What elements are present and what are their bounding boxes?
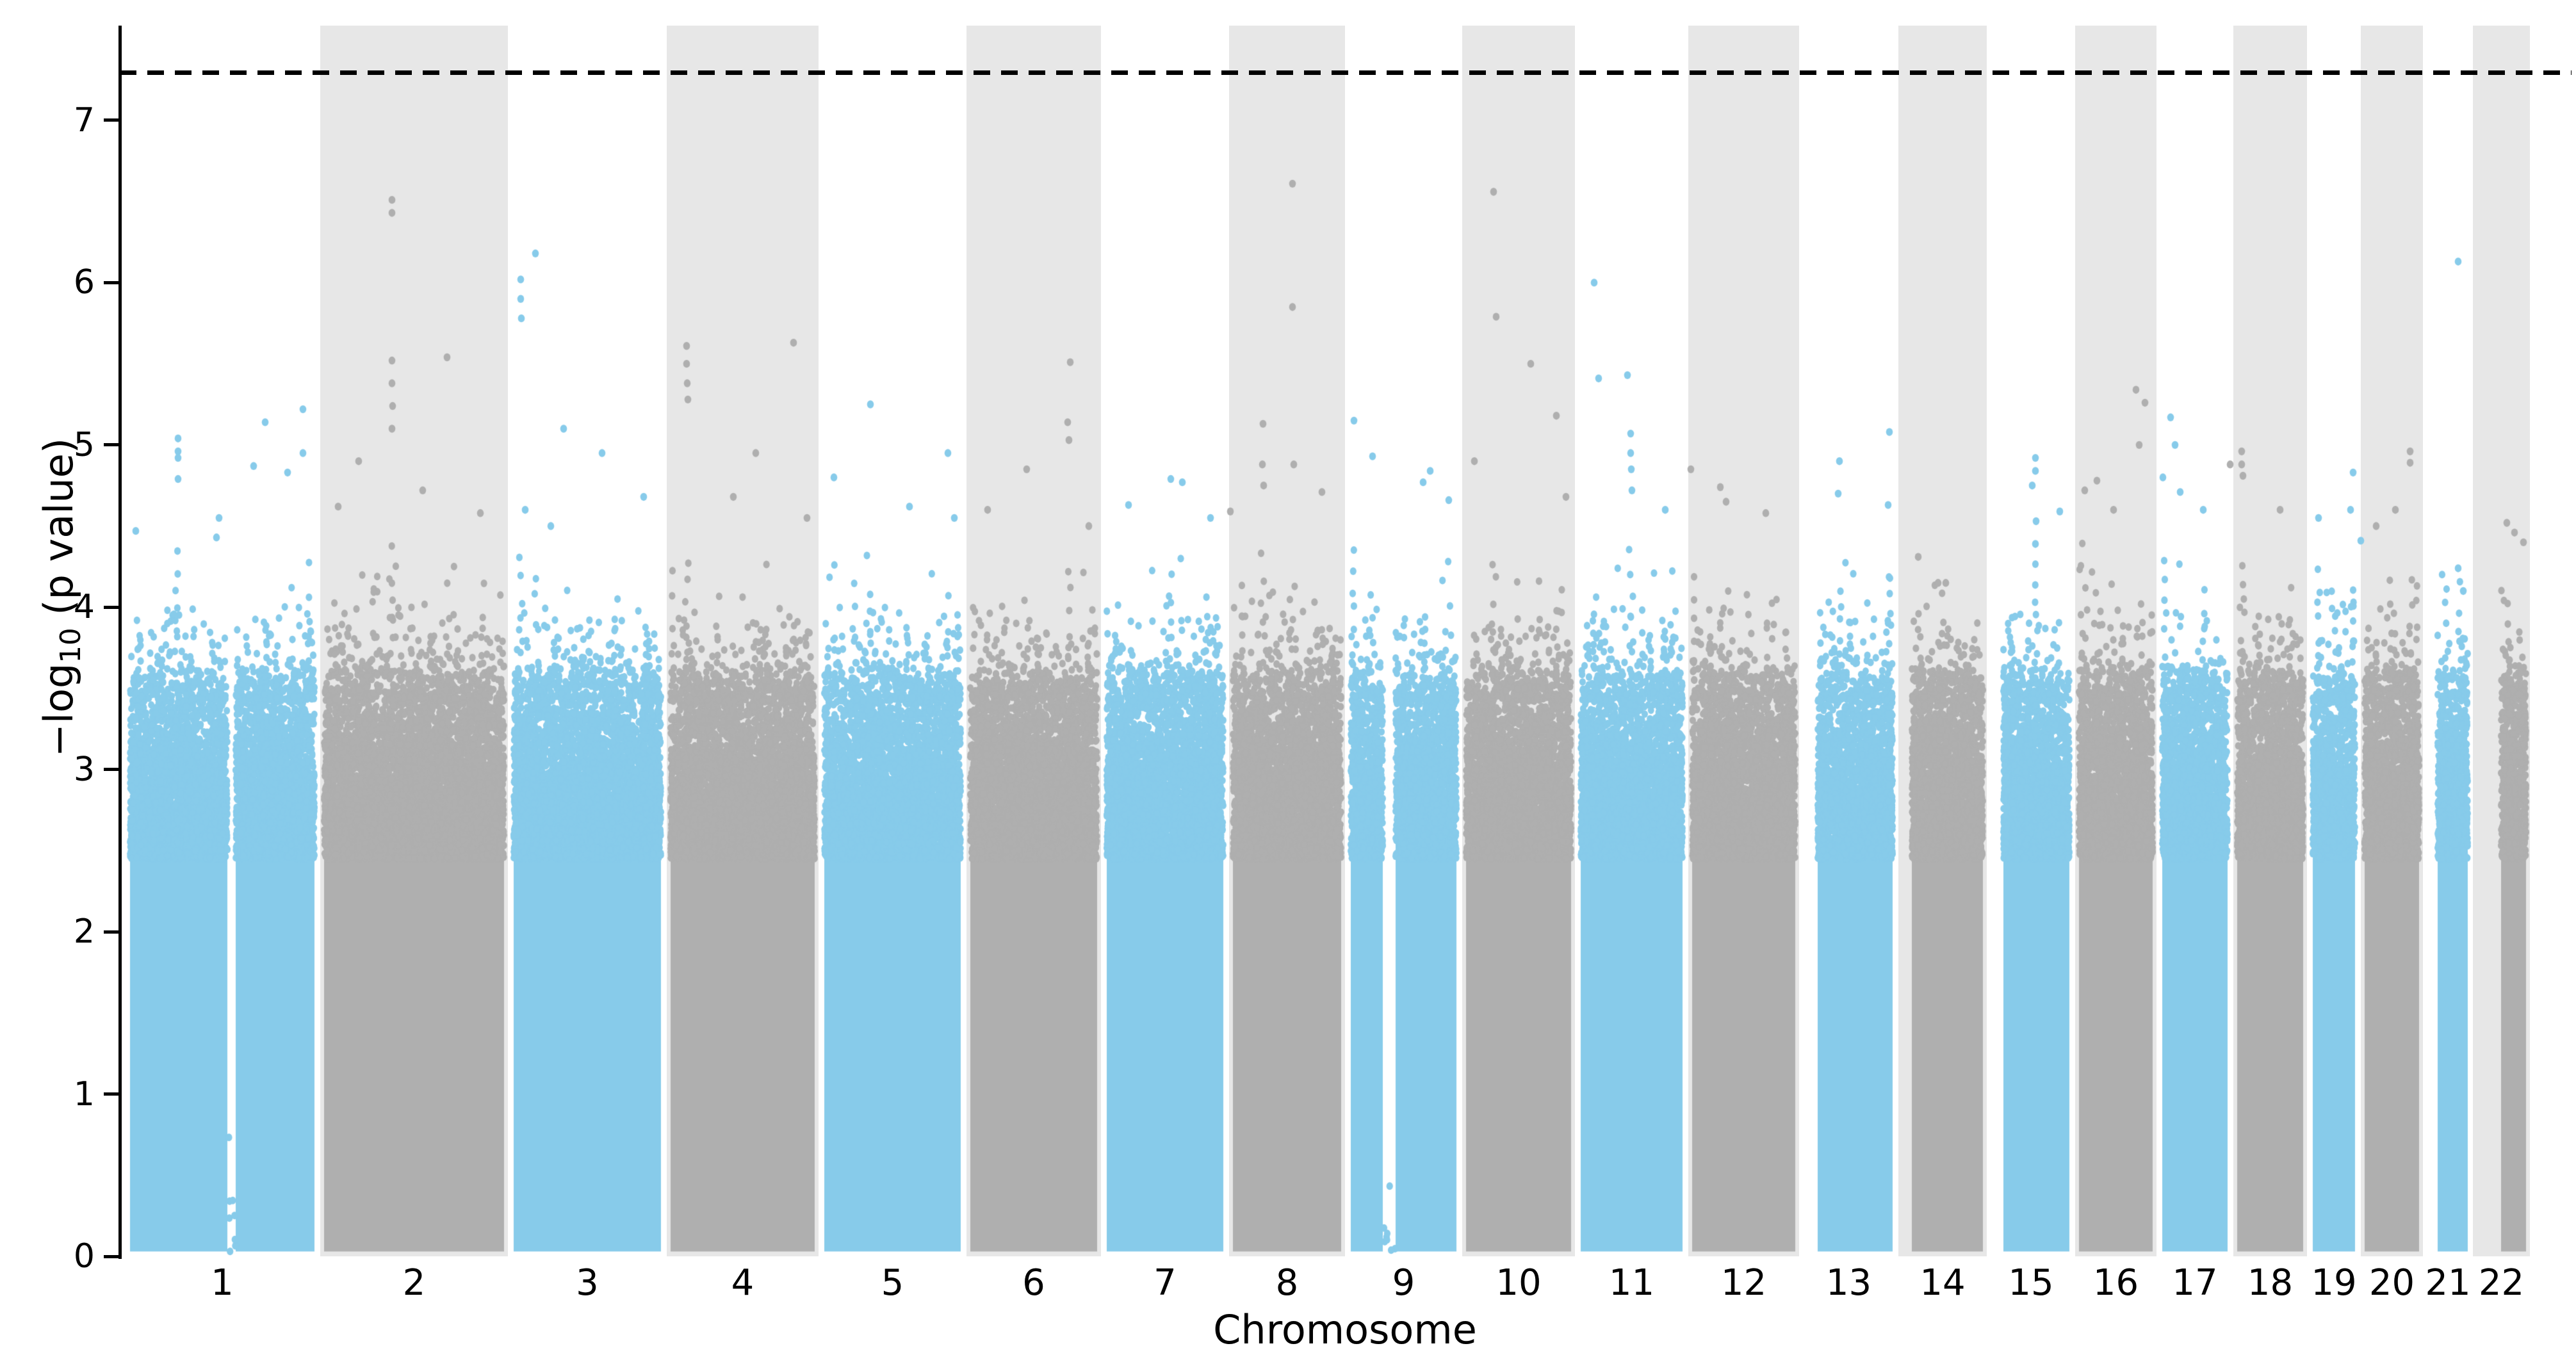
x-tick-label-chr4: 4 <box>731 1262 754 1304</box>
y-tick-mark-7 <box>104 118 118 122</box>
y-axis-title-subscript: 10 <box>55 628 88 663</box>
x-tick-label-chr20: 20 <box>2368 1262 2415 1304</box>
x-tick-label-chr9: 9 <box>1392 1262 1415 1304</box>
y-axis-spine <box>118 26 122 1259</box>
x-tick-label-chr14: 14 <box>1920 1262 1966 1304</box>
y-tick-label-0: 0 <box>73 1237 95 1276</box>
x-tick-label-chr13: 13 <box>1825 1262 1872 1304</box>
y-tick-mark-6 <box>104 280 118 284</box>
y-axis-title-prefix: −log <box>35 663 82 758</box>
y-tick-mark-0 <box>104 1254 118 1258</box>
y-tick-mark-3 <box>104 768 118 772</box>
y-tick-mark-2 <box>104 930 118 934</box>
x-tick-label-chr11: 11 <box>1608 1262 1655 1304</box>
x-tick-label-chr17: 17 <box>2172 1262 2218 1304</box>
x-tick-label-chr21: 21 <box>2425 1262 2471 1304</box>
x-tick-label-chr15: 15 <box>2008 1262 2054 1304</box>
y-tick-label-3: 3 <box>73 750 95 789</box>
y-tick-label-2: 2 <box>73 912 95 952</box>
x-tick-label-chr12: 12 <box>1720 1262 1767 1304</box>
x-tick-label-chr5: 5 <box>881 1262 904 1304</box>
significance-threshold-line <box>120 70 2572 75</box>
x-tick-label-chr3: 3 <box>576 1262 599 1304</box>
y-axis-title-suffix: (p value) <box>35 437 82 628</box>
y-tick-mark-4 <box>104 605 118 609</box>
x-tick-label-chr16: 16 <box>2092 1262 2139 1304</box>
y-tick-mark-5 <box>104 443 118 447</box>
x-axis-title: Chromosome <box>1213 1306 1477 1353</box>
y-tick-label-4: 4 <box>73 588 95 627</box>
x-tick-label-chr18: 18 <box>2247 1262 2294 1304</box>
x-tick-label-chr1: 1 <box>211 1262 234 1304</box>
x-tick-label-chr10: 10 <box>1496 1262 1542 1304</box>
x-tick-label-chr6: 6 <box>1022 1262 1045 1304</box>
x-tick-label-chr19: 19 <box>2311 1262 2357 1304</box>
x-tick-label-chr7: 7 <box>1153 1262 1177 1304</box>
y-tick-mark-1 <box>104 1092 118 1096</box>
y-tick-label-5: 5 <box>73 425 95 464</box>
x-tick-label-chr22: 22 <box>2478 1262 2525 1304</box>
y-axis-title: −log10 (p value) <box>35 354 87 841</box>
x-tick-label-chr2: 2 <box>402 1262 426 1304</box>
y-tick-label-7: 7 <box>73 101 95 140</box>
y-tick-label-1: 1 <box>73 1074 95 1114</box>
x-tick-label-chr8: 8 <box>1275 1262 1299 1304</box>
y-tick-label-6: 6 <box>73 263 95 302</box>
